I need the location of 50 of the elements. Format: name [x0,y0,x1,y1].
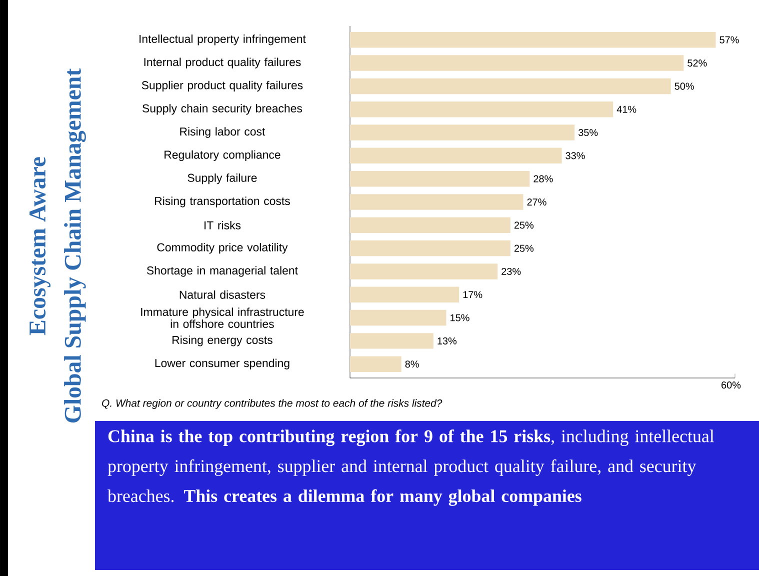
data-label: 23% [502,268,521,275]
y-tick-label: Internal product quality failures [144,58,301,68]
text: Ecosystem Aware [30,157,50,336]
bar [350,124,575,140]
bar [350,170,530,187]
bar [350,194,524,210]
data-label: 13% [438,337,457,344]
y-tick-label: IT risks [204,220,241,230]
data-label: 57% [720,36,739,44]
bar [350,101,614,118]
text: Q. What region or country contributes the most to each of the risks listed? [102,399,442,409]
y-tick-label: Immature physical infrastructure in offshore countries [141,308,304,328]
data-label: 41% [616,106,636,113]
bar [350,78,671,94]
y-tick-label: Supplier product quality failures [142,80,303,92]
y-tick-label: Lower consumer spending [155,358,290,370]
y-tick-label: Natural disasters [180,290,266,299]
x-tick-label: 60% [722,382,741,389]
data-label: 28% [534,175,553,182]
text: China is the top contributing region for 9 of the 15 risks, including intellectual property infringement, supplier and internal product quality failure, and security breaches. This creates a dilemma for many global companies [108,430,714,506]
bar [350,356,402,372]
data-label: 27% [527,198,546,206]
y-tick-label: Rising transportation costs [155,196,290,208]
data-label: 50% [674,82,694,90]
text: Global Supply Chain Management [64,68,86,423]
data-label: 35% [578,128,598,136]
y-tick-label: Commodity price volatility [157,242,288,254]
data-label: 15% [450,314,470,322]
bar [350,148,562,164]
data-label: 33% [566,152,585,160]
data-label: 25% [514,222,534,229]
bar [350,264,498,280]
y-tick-label: Rising energy costs [172,336,272,346]
bar [350,32,716,48]
bar [350,240,510,256]
data-label: 8% [405,360,419,368]
y-tick-label: Regulatory compliance [164,150,280,162]
data-label: 17% [463,291,482,298]
y-tick-label: Shortage in managerial talent [146,266,298,277]
y-tick-label: Rising labor cost [180,127,266,138]
y-tick-label: Supply chain security breaches [142,104,302,115]
bar [350,333,434,349]
bar [350,310,446,326]
bar [350,217,510,234]
bar [350,286,460,302]
data-label: 52% [688,60,707,67]
y-tick-label: Intellectual property infringement [140,34,306,46]
y-tick-label: Supply failure [188,173,257,184]
data-label: 25% [514,244,534,252]
bar [350,55,684,71]
